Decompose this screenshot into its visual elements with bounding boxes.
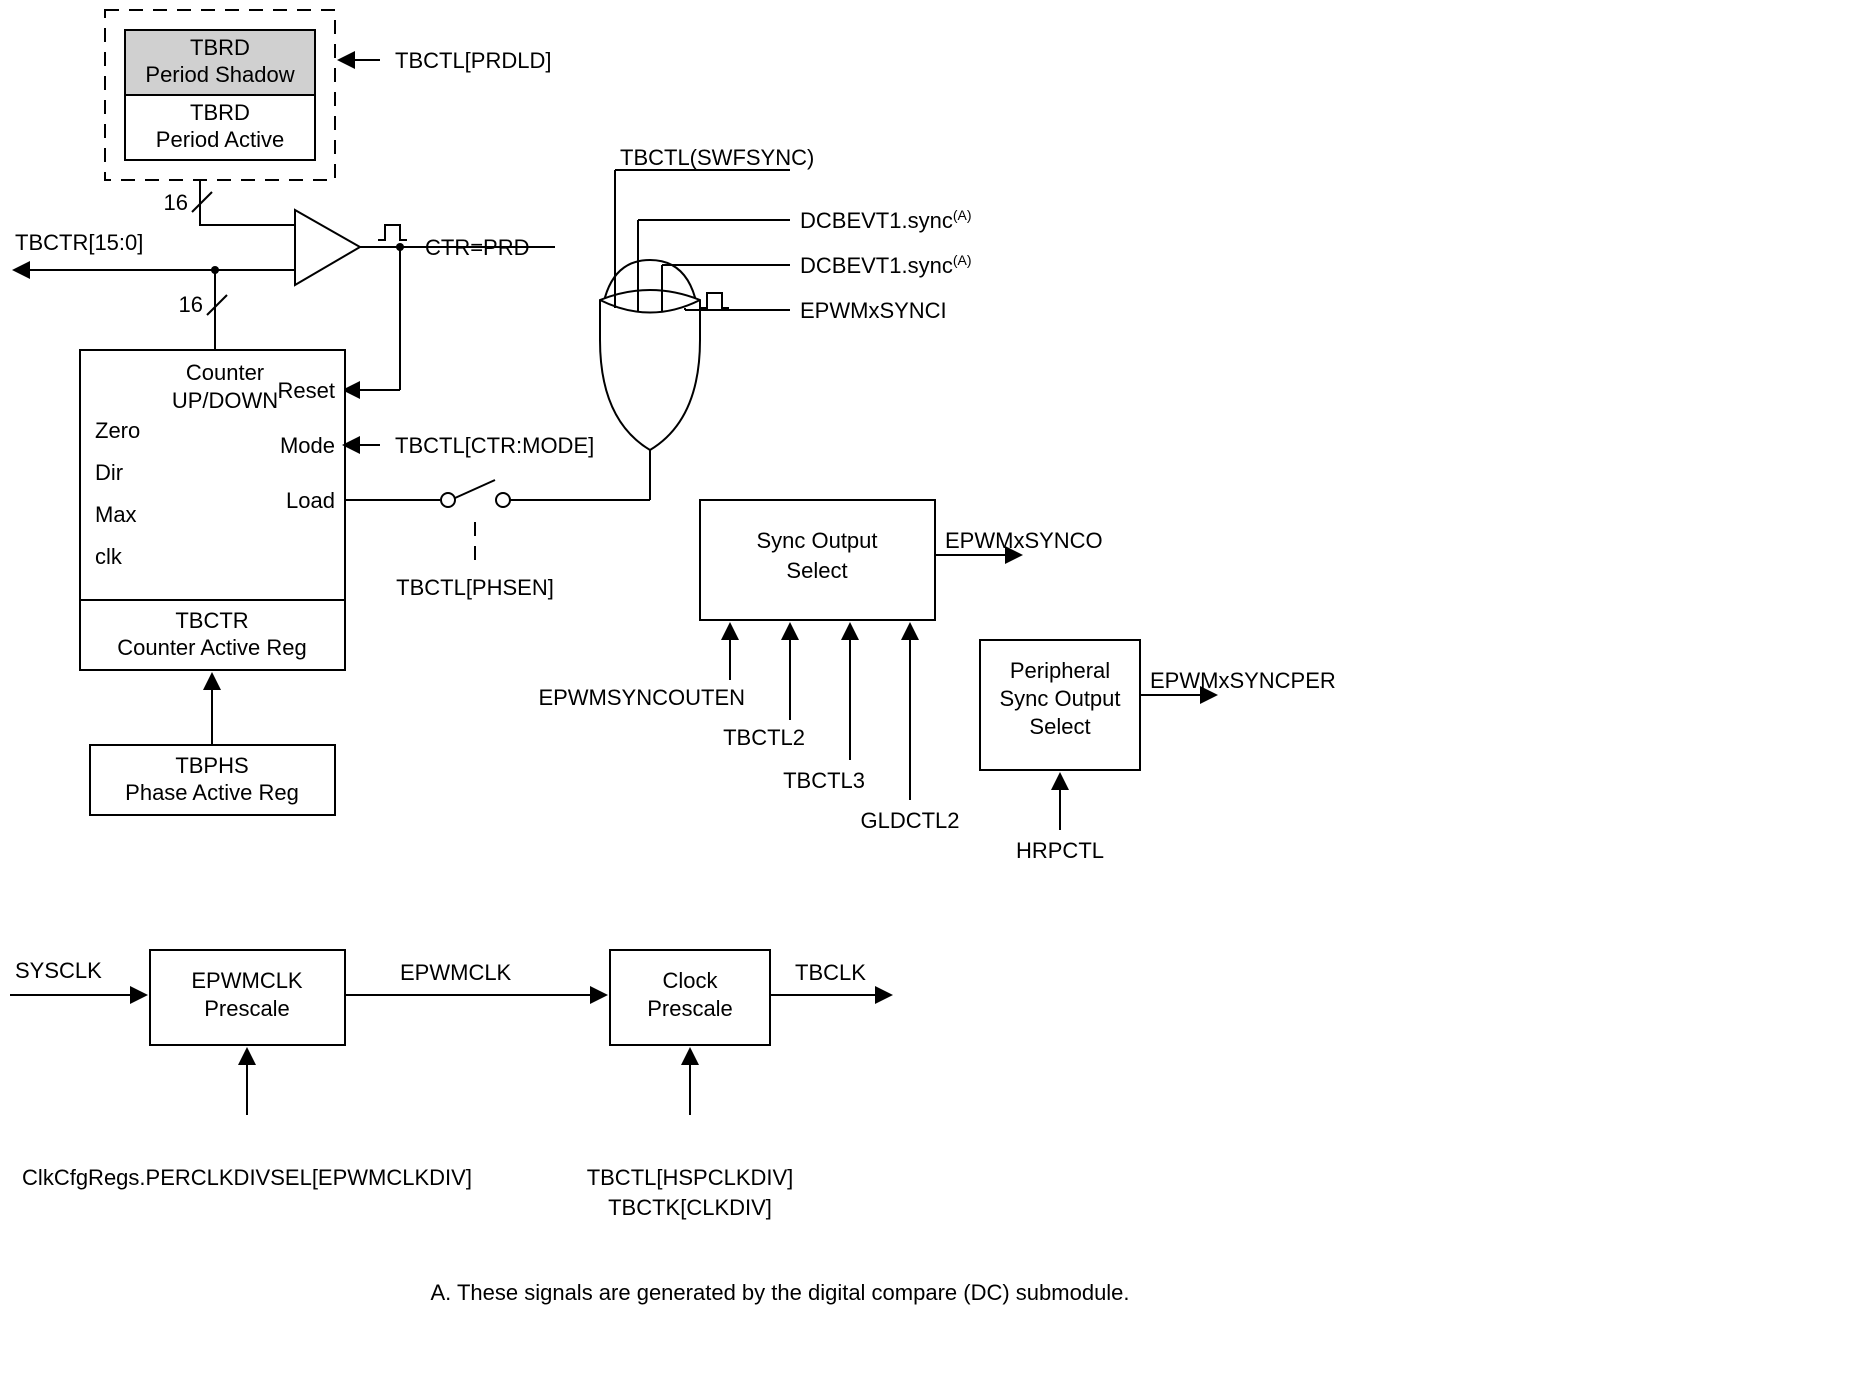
tbrd-active-l1: TBRD bbox=[190, 100, 250, 125]
comparator bbox=[295, 210, 360, 285]
tbctl2-label: TBCTL2 bbox=[723, 725, 805, 750]
epwmxsynco-label: EPWMxSYNCO bbox=[945, 528, 1103, 553]
bus-slash-a bbox=[192, 192, 212, 212]
zero-label: Zero bbox=[95, 418, 140, 443]
clkdiv-label: TBCTK[CLKDIV] bbox=[608, 1195, 772, 1220]
max-label: Max bbox=[95, 502, 137, 527]
tbrd-shadow-l2: Period Shadow bbox=[145, 62, 294, 87]
phsen-label: TBCTL[PHSEN] bbox=[396, 575, 554, 600]
periph-l1: Peripheral bbox=[1010, 658, 1110, 683]
clkcfg-label: ClkCfgRegs.PERCLKDIVSEL[EPWMCLKDIV] bbox=[22, 1165, 472, 1190]
or-gate-shape bbox=[600, 290, 700, 450]
switch-term-a bbox=[441, 493, 455, 507]
clk-label: clk bbox=[95, 544, 123, 569]
dcbevt1a-label: DCBEVT1.sync(A) bbox=[800, 207, 972, 233]
swfsync-label: TBCTL(SWFSYNC) bbox=[620, 145, 814, 170]
dir-label: Dir bbox=[95, 460, 123, 485]
bus-slash-b bbox=[207, 295, 227, 315]
switch-term-b bbox=[496, 493, 510, 507]
periph-l3: Select bbox=[1029, 714, 1090, 739]
syncout-l2: Select bbox=[786, 558, 847, 583]
hspclkdiv-label: TBCTL[HSPCLKDIV] bbox=[587, 1165, 794, 1190]
footnote: A. These signals are generated by the di… bbox=[430, 1280, 1129, 1305]
bus16b-label: 16 bbox=[179, 292, 203, 317]
reset-label: Reset bbox=[278, 378, 335, 403]
sysclk-label: SYSCLK bbox=[15, 958, 102, 983]
tbphs-l2: Phase Active Reg bbox=[125, 780, 299, 805]
mode-label: Mode bbox=[280, 433, 335, 458]
epwmclk-p-l1: EPWMCLK bbox=[191, 968, 303, 993]
tbrd-active-l2: Period Active bbox=[156, 127, 284, 152]
switch-arm bbox=[455, 480, 495, 498]
epwmclk-label: EPWMCLK bbox=[400, 960, 512, 985]
hrpctl-label: HRPCTL bbox=[1016, 838, 1104, 863]
bus16a-label: 16 bbox=[164, 190, 188, 215]
tbctr-l2: Counter Active Reg bbox=[117, 635, 307, 660]
block-diagram: TBRD Period Shadow TBRD Period Active TB… bbox=[0, 0, 1869, 1378]
counter-l2: UP/DOWN bbox=[172, 388, 278, 413]
epwmclk-p-l2: Prescale bbox=[204, 996, 290, 1021]
counter-l1: Counter bbox=[186, 360, 264, 385]
epwmsyncouten-label: EPWMSYNCOUTEN bbox=[538, 685, 745, 710]
load-label: Load bbox=[286, 488, 335, 513]
dcbevt1b-label: DCBEVT1.sync(A) bbox=[800, 252, 972, 278]
ctrprd-label: CTR=PRD bbox=[425, 235, 530, 260]
pulse-synci bbox=[700, 293, 729, 308]
syncout-l1: Sync Output bbox=[756, 528, 877, 553]
pulse-ctrprd bbox=[378, 225, 407, 240]
tbrd-bus-wire bbox=[200, 180, 295, 225]
tbphs-l1: TBPHS bbox=[175, 753, 248, 778]
ctrmode-label: TBCTL[CTR:MODE] bbox=[395, 433, 594, 458]
epwmxsyncper-label: EPWMxSYNCPER bbox=[1150, 668, 1336, 693]
tbclk-label: TBCLK bbox=[795, 960, 866, 985]
clkprescale-l1: Clock bbox=[662, 968, 718, 993]
tbctr-l1: TBCTR bbox=[175, 608, 248, 633]
gldctl2-label: GLDCTL2 bbox=[860, 808, 959, 833]
prdld-label: TBCTL[PRDLD] bbox=[395, 48, 551, 73]
epwmxsynci-label: EPWMxSYNCI bbox=[800, 298, 947, 323]
periph-l2: Sync Output bbox=[999, 686, 1120, 711]
tbrd-shadow-l1: TBRD bbox=[190, 35, 250, 60]
clkprescale-l2: Prescale bbox=[647, 996, 733, 1021]
tbctl3-label: TBCTL3 bbox=[783, 768, 865, 793]
tbctr-bus-label: TBCTR[15:0] bbox=[15, 230, 143, 255]
